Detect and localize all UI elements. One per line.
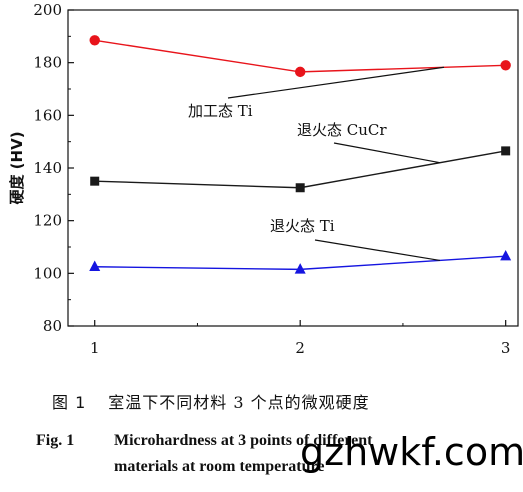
y-tick-label: 160 xyxy=(33,106,62,124)
x-tick-label: 2 xyxy=(295,339,305,357)
annotation-leader xyxy=(333,142,441,164)
x-tick-label: 1 xyxy=(90,339,100,357)
series-point-0 xyxy=(294,66,306,78)
series-point-2 xyxy=(294,263,306,274)
y-tick-label: 120 xyxy=(33,212,62,230)
annotation-label: 退火态 CuCr xyxy=(297,121,387,139)
hardness-chart: 80 100 120 140 160 180 200 1 2 3 加工态 Ti 退火态 CuCr 退火… xyxy=(8,1,519,357)
y-tick-label: 80 xyxy=(43,317,62,335)
caption-chinese: 图 1 室温下不同材料 3 个点的微观硬度 xyxy=(52,389,523,413)
caption-english-line2: materials at room temperature xyxy=(114,458,325,475)
caption-english: Fig. 1 Microhardness at 3 points of diffe… xyxy=(36,428,523,480)
series-point-1 xyxy=(295,183,305,193)
caption-chinese-text: 室温下不同材料 3 个点的微观硬度 xyxy=(108,393,370,412)
annotation-label: 加工态 Ti xyxy=(188,102,253,120)
annotation-leader xyxy=(314,239,441,262)
annotation-leader xyxy=(227,66,445,99)
watermark: gzhwkf.com xyxy=(300,430,523,474)
y-tick-label: 100 xyxy=(33,264,62,282)
caption-english-label: Fig. 1 xyxy=(36,432,75,449)
series-layer xyxy=(89,35,512,274)
y-tick-label: 180 xyxy=(33,54,62,72)
caption-english-line1: Microhardness at 3 points of different xyxy=(114,432,373,449)
series-point-1 xyxy=(90,176,100,186)
x-tick-label: 3 xyxy=(501,339,511,357)
y-axis-label: 硬度 (HV) xyxy=(8,131,26,204)
y-tick-label: 200 xyxy=(33,1,62,19)
series-point-0 xyxy=(89,35,100,46)
y-tick-label: 140 xyxy=(33,159,62,177)
series-point-1 xyxy=(501,146,511,156)
caption-chinese-label: 图 1 xyxy=(52,393,87,412)
axes: 80 100 120 140 160 180 200 1 2 3 xyxy=(33,1,519,357)
plot-frame xyxy=(67,9,519,327)
annotation-label: 退火态 Ti xyxy=(270,217,335,235)
series-line-1 xyxy=(94,150,506,189)
series-point-2 xyxy=(500,250,512,261)
series-point-2 xyxy=(89,260,101,271)
series-point-0 xyxy=(500,60,511,71)
annotation-layer: 加工态 Ti 退火态 CuCr 退火态 Ti xyxy=(188,66,445,262)
